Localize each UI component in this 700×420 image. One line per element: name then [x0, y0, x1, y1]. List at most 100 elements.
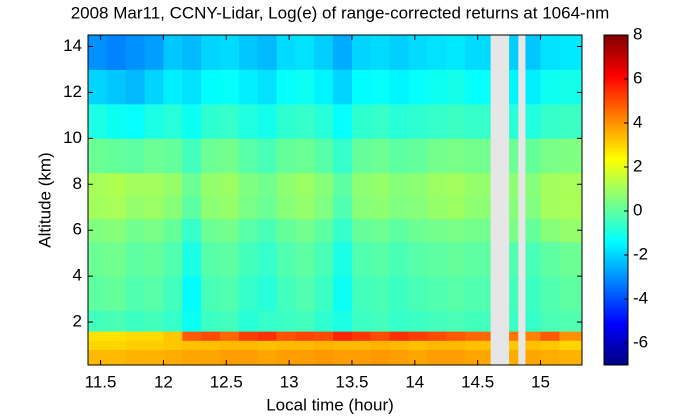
heatmap-cell — [276, 138, 296, 174]
heatmap-cell — [389, 331, 409, 341]
heatmap-cell — [333, 340, 353, 351]
heatmap-cell — [106, 276, 127, 311]
heatmap-cell — [163, 331, 183, 341]
y-tick-label: 12 — [63, 82, 82, 101]
heatmap-cell — [333, 172, 353, 197]
heatmap-cell — [525, 241, 541, 277]
heatmap-cell — [559, 103, 583, 139]
heatmap-cell — [540, 218, 560, 243]
heatmap-cell — [163, 340, 183, 351]
heatmap-cell — [427, 241, 447, 277]
heatmap-cell — [333, 35, 353, 70]
heatmap-cell — [370, 331, 391, 341]
heatmap-cell — [427, 103, 447, 139]
heatmap-cell — [559, 218, 583, 243]
heatmap-cell — [540, 172, 560, 197]
heatmap-cell — [219, 310, 240, 332]
heatmap-cell — [238, 310, 259, 332]
heatmap-cell — [257, 276, 277, 311]
heatmap-cell — [182, 331, 202, 341]
colorbar-tick-label: 8 — [633, 24, 642, 43]
heatmap-cell — [182, 69, 202, 105]
heatmap-cell — [408, 172, 428, 197]
colorbar-tick-label: -4 — [633, 288, 648, 307]
heatmap-cell — [351, 69, 372, 105]
heatmap-cell — [333, 349, 353, 366]
heatmap-cell — [257, 172, 277, 197]
heatmap-cell — [314, 172, 334, 197]
heatmap-cell — [238, 349, 259, 366]
heatmap-cell — [295, 172, 315, 197]
x-tick-label: 12.5 — [210, 372, 243, 391]
heatmap-cell — [276, 349, 296, 366]
heatmap-cell — [257, 331, 277, 341]
heatmap-cell — [219, 218, 240, 243]
heatmap-cell — [106, 349, 127, 366]
heatmap-cell — [314, 35, 334, 70]
heatmap-cell — [182, 138, 202, 174]
x-tick-label: 14 — [405, 372, 424, 391]
heatmap-cell — [427, 195, 447, 220]
heatmap-cell — [389, 241, 409, 277]
heatmap-cell — [163, 69, 183, 105]
colorbar — [603, 34, 629, 366]
heatmap-cell — [314, 340, 334, 351]
heatmap-cell — [238, 276, 259, 311]
heatmap-cell — [144, 35, 164, 70]
heatmap-cell — [125, 172, 145, 197]
heatmap-cell — [370, 310, 391, 332]
heatmap-cell — [465, 340, 491, 351]
heatmap-cell — [370, 138, 391, 174]
heatmap-cell — [333, 276, 353, 311]
heatmap-cell — [125, 35, 145, 70]
heatmap-cell — [257, 218, 277, 243]
colorbar-tick-label: -2 — [633, 244, 648, 263]
x-tick-label: 15 — [531, 372, 550, 391]
heatmap-cell — [408, 331, 428, 341]
heatmap-cell — [125, 218, 145, 243]
heatmap-cell — [276, 218, 296, 243]
heatmap-cell — [182, 241, 202, 277]
heatmap-cell — [238, 331, 259, 341]
heatmap-cell — [163, 138, 183, 174]
heatmap-cell — [219, 103, 240, 139]
heatmap-cell — [314, 218, 334, 243]
heatmap-cell — [182, 340, 202, 351]
heatmap-cell — [125, 331, 145, 341]
heatmap-cell — [201, 310, 221, 332]
heatmap-cell — [446, 35, 466, 70]
heatmap-cell — [540, 276, 560, 311]
heatmap-cell — [509, 138, 519, 174]
heatmap-cell — [201, 331, 221, 341]
heatmap-cell — [106, 331, 127, 341]
heatmap-cell — [163, 103, 183, 139]
heatmap-cell — [257, 69, 277, 105]
heatmap-cell — [125, 310, 145, 332]
heatmap-cell — [276, 340, 296, 351]
heatmap-cell — [509, 310, 519, 332]
heatmap-cell — [446, 241, 466, 277]
heatmap-cell — [333, 218, 353, 243]
heatmap-cell — [201, 218, 221, 243]
heatmap-cell — [446, 310, 466, 332]
heatmap-cell — [559, 35, 583, 70]
heatmap-cell — [163, 195, 183, 220]
heatmap-cell — [351, 218, 372, 243]
heatmap-cell — [88, 103, 108, 139]
heatmap-cell — [389, 218, 409, 243]
heatmap-cell — [509, 69, 519, 105]
heatmap-cell — [295, 195, 315, 220]
heatmap-cell — [465, 331, 491, 341]
heatmap-cell — [106, 35, 127, 70]
heatmap-cell — [446, 103, 466, 139]
heatmap-cell — [314, 138, 334, 174]
heatmap-cell — [559, 276, 583, 311]
heatmap-cell — [182, 349, 202, 366]
heatmap-cell — [427, 218, 447, 243]
heatmap-cell — [219, 172, 240, 197]
heatmap-cell — [201, 172, 221, 197]
heatmap-cell — [509, 172, 519, 197]
heatmap-cell — [509, 35, 519, 70]
heatmap-cell — [446, 331, 466, 341]
heatmap-cell — [219, 276, 240, 311]
